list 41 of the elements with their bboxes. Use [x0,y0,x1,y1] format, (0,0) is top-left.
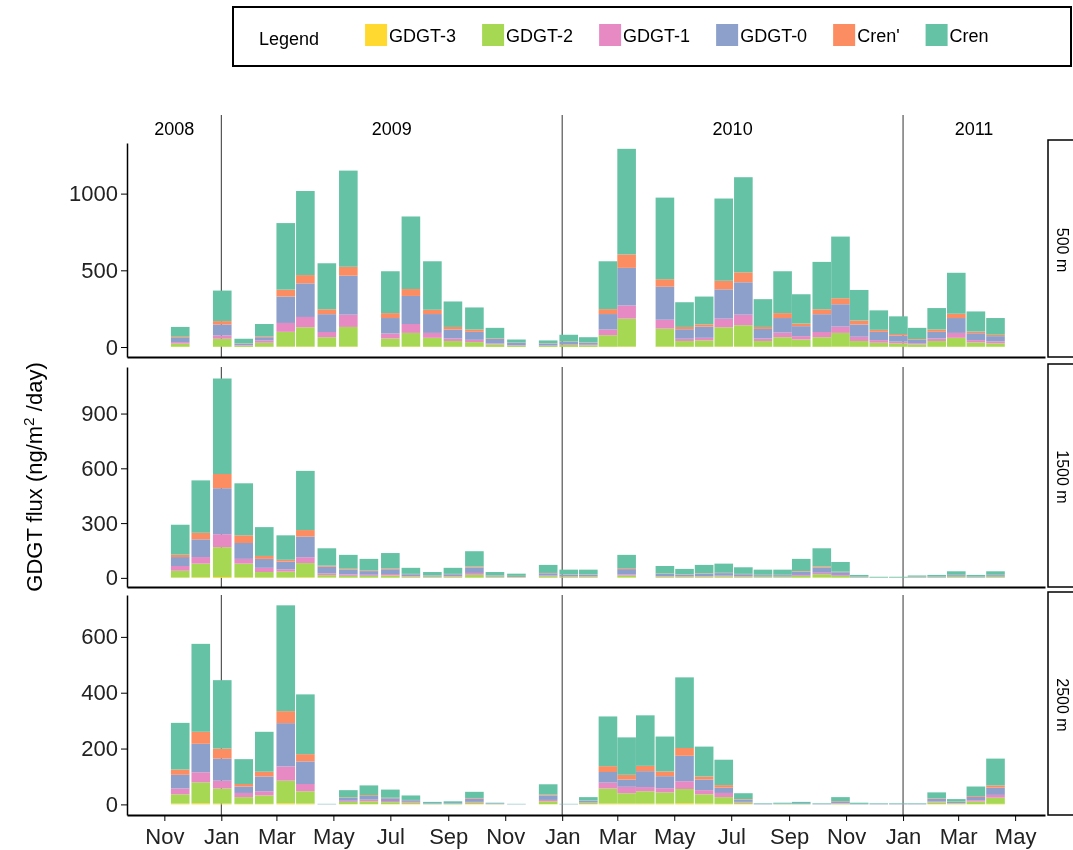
y-tick-label: 500 [81,257,118,283]
x-tick-label: May [653,823,696,849]
legend-label: Cren [949,26,989,46]
legend-label: Cren' [857,26,900,46]
legend-label: GDGT-0 [740,26,808,46]
x-tick-label: Nov [486,823,526,849]
y-tick-label: 900 [81,401,118,427]
text: 2010 [712,119,753,139]
y-tick-label: 200 [81,736,118,762]
y-tick-label: 0 [105,565,118,591]
y-tick-label: 0 [105,791,118,817]
text: 2009 [371,119,412,139]
y-tick-label: 0 [105,334,118,360]
x-tick-label: Mar [598,823,637,849]
x-tick-label: Jan [204,823,240,849]
y-tick-label: 600 [81,624,118,650]
legend-label: GDGT-1 [623,26,691,46]
y2-axis-title: 2500 m [1054,678,1071,732]
y-tick-label: 400 [81,680,118,706]
x-tick-label: Mar [257,823,296,849]
text: 2011 [954,119,994,139]
y2-axis-title: 500 m [1054,227,1071,273]
x-tick-label: Mar [939,823,978,849]
x-tick-label: Jan [544,823,581,849]
x-tick-label: Jan [885,823,922,849]
y-tick-label: 1000 [69,181,118,207]
legend-label: GDGT-2 [506,26,574,46]
legend-label: GDGT-3 [389,26,457,46]
y-tick-label: 300 [81,510,118,536]
y-tick-label: 600 [81,455,118,481]
x-tick-label: Sep [770,823,810,849]
x-tick-label: Jul [376,823,405,849]
text: 2008 [154,119,195,139]
x-tick-label: Nov [145,823,185,849]
x-tick-label: May [994,823,1037,849]
x-tick-label: May [313,823,355,849]
legend-title: Legend [259,29,320,49]
x-tick-label: Sep [429,823,469,849]
x-tick-label: Jul [717,823,746,849]
x-tick-label: Nov [827,823,867,849]
y2-axis-title: 1500 m [1054,450,1071,504]
